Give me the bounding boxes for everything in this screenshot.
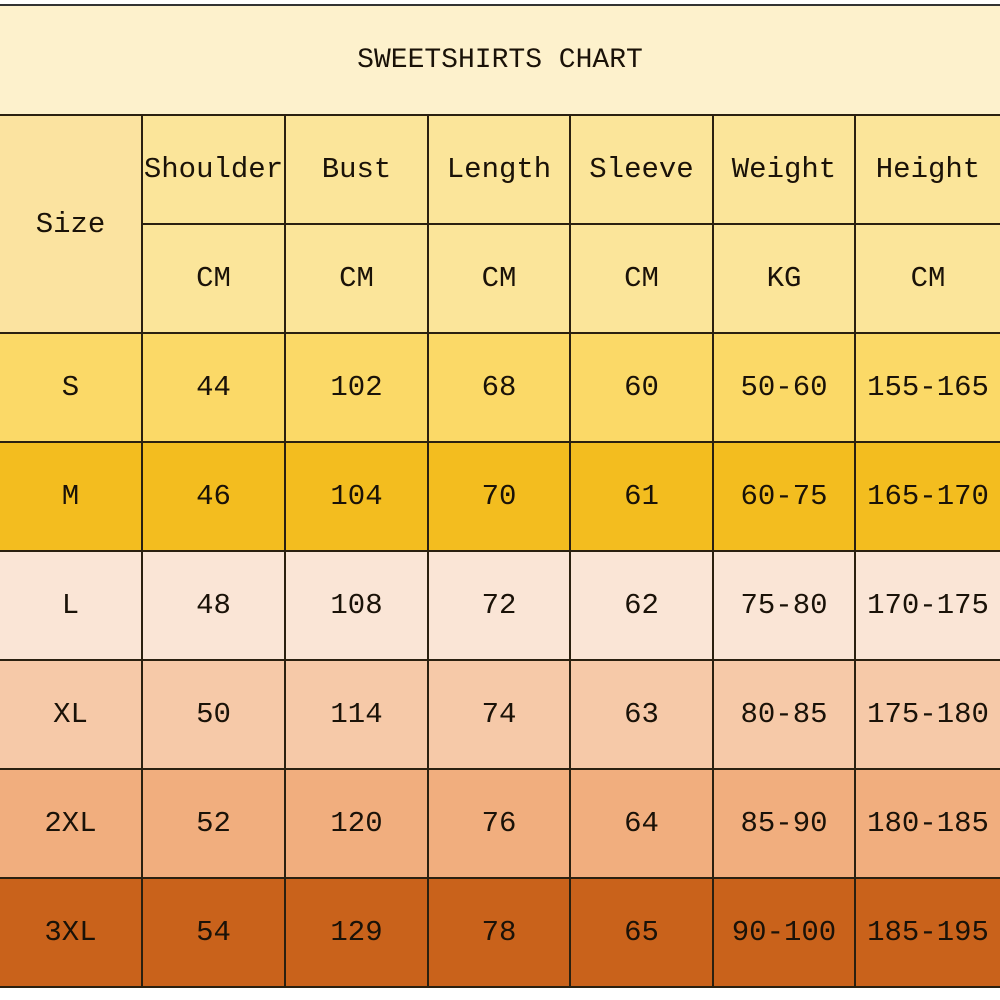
value-cell: 65 (569, 877, 714, 988)
column-header: Height (854, 114, 1000, 225)
value-cell: 129 (284, 877, 429, 988)
column-unit: CM (854, 223, 1000, 334)
value-cell: 78 (427, 877, 571, 988)
column-unit: CM (569, 223, 714, 334)
value-cell: 54 (141, 877, 286, 988)
value-cell: 180-185 (854, 768, 1000, 879)
value-cell: 76 (427, 768, 571, 879)
size-cell: XL (0, 659, 143, 770)
table-row: L 48 108 72 62 75-80 170-175 (0, 550, 1000, 661)
column-unit: KG (712, 223, 856, 334)
value-cell: 61 (569, 441, 714, 552)
value-cell: 80-85 (712, 659, 856, 770)
table-row: 3XL 54 129 78 65 90-100 185-195 (0, 877, 1000, 988)
value-cell: 52 (141, 768, 286, 879)
column-unit: CM (142, 223, 286, 334)
value-cell: 60 (569, 332, 714, 443)
value-cell: 104 (284, 441, 429, 552)
column-header: Length (427, 114, 571, 225)
size-cell: 2XL (0, 768, 143, 879)
value-cell: 108 (284, 550, 429, 661)
table-row: S 44 102 68 60 50-60 155-165 (0, 332, 1000, 443)
header-row: Size Shoulder Bust Length Sleeve Weight Heigh… (0, 114, 1000, 334)
value-cell: 120 (284, 768, 429, 879)
size-chart-table: Size Shoulder Bust Length Sleeve Weight Heigh… (0, 114, 1000, 988)
column-header: Sleeve (569, 114, 714, 225)
value-cell: 170-175 (854, 550, 1000, 661)
value-cell: 85-90 (712, 768, 856, 879)
value-cell: 50 (141, 659, 286, 770)
column-header: Shoulder (141, 114, 286, 225)
value-cell: 60-75 (712, 441, 856, 552)
value-cell: 165-170 (854, 441, 1000, 552)
value-cell: 44 (141, 332, 286, 443)
size-cell: S (0, 332, 143, 443)
value-cell: 50-60 (712, 332, 856, 443)
table-row: 2XL 52 120 76 64 85-90 180-185 (0, 768, 1000, 879)
table-row: M 46 104 70 61 60-75 165-170 (0, 441, 1000, 552)
value-cell: 48 (141, 550, 286, 661)
value-cell: 75-80 (712, 550, 856, 661)
value-cell: 68 (427, 332, 571, 443)
size-cell: L (0, 550, 143, 661)
value-cell: 155-165 (854, 332, 1000, 443)
value-cell: 102 (284, 332, 429, 443)
value-cell: 63 (569, 659, 714, 770)
size-cell: M (0, 441, 143, 552)
value-cell: 46 (141, 441, 286, 552)
value-cell: 74 (427, 659, 571, 770)
column-header: Weight (712, 114, 856, 225)
value-cell: 70 (427, 441, 571, 552)
column-unit: CM (284, 223, 429, 334)
column-header: Bust (284, 114, 429, 225)
unit-row: CM CM CM CM KG CM (0, 223, 1000, 334)
chart-title: SWEETSHIRTS CHART (0, 4, 1000, 114)
size-cell: 3XL (0, 877, 143, 988)
value-cell: 114 (284, 659, 429, 770)
value-cell: 90-100 (712, 877, 856, 988)
size-header: Size (0, 114, 143, 334)
value-cell: 64 (569, 768, 714, 879)
table-row: XL 50 114 74 63 80-85 175-180 (0, 659, 1000, 770)
value-cell: 72 (427, 550, 571, 661)
value-cell: 62 (569, 550, 714, 661)
value-cell: 185-195 (854, 877, 1000, 988)
column-unit: CM (427, 223, 571, 334)
value-cell: 175-180 (854, 659, 1000, 770)
